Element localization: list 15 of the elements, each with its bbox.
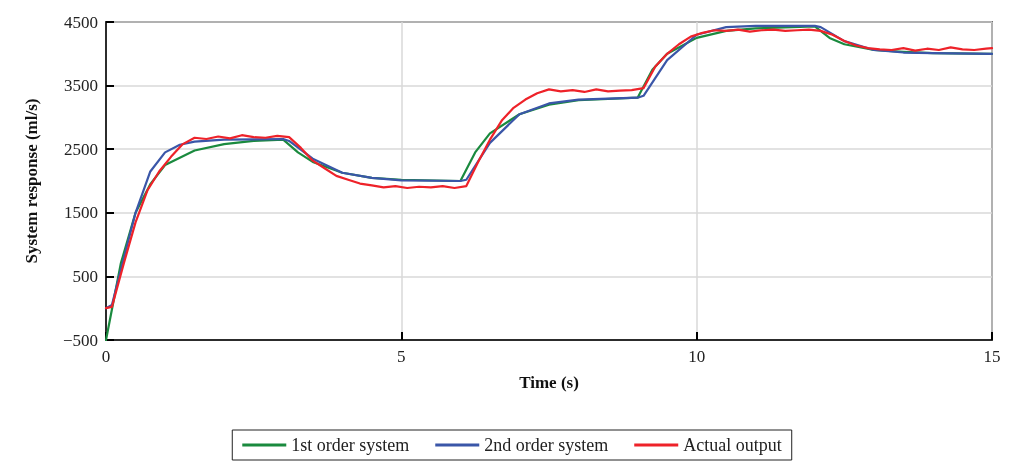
y-tick-label: −500 (62, 330, 98, 350)
x-tick-label: 5 (397, 347, 406, 366)
x-tick-label: 15 (983, 347, 1001, 366)
legend-label: Actual output (683, 435, 782, 455)
y-tick-label: 500 (72, 266, 98, 286)
y-tick-label: 2500 (64, 139, 98, 159)
y-axis-title: System response (ml/s) (22, 98, 41, 264)
x-axis-title: Time (s) (519, 373, 579, 392)
legend-label: 1st order system (291, 435, 410, 455)
x-tick-label: 0 (101, 347, 111, 366)
y-tick-label: 4500 (64, 12, 98, 32)
x-tick-label: 10 (688, 347, 706, 366)
y-tick-label: 3500 (64, 76, 98, 96)
legend-label: 2nd order system (484, 435, 609, 455)
y-tick-label: 1500 (64, 203, 98, 223)
